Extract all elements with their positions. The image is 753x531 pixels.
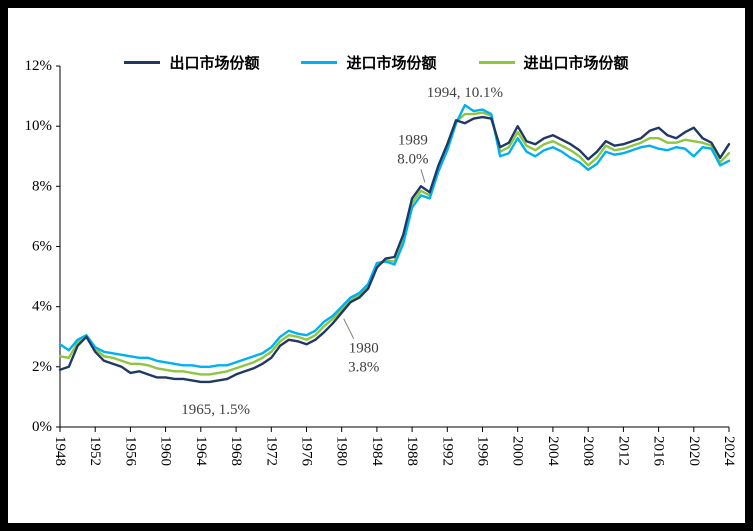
x-tick-label: 1988 — [404, 436, 420, 466]
legend-swatch-export — [124, 61, 161, 64]
y-tick-label: 4% — [32, 299, 52, 315]
x-tick-label: 1960 — [158, 436, 174, 466]
annotation-1989: 8.0% — [397, 151, 428, 167]
legend-label-export: 出口市场份额 — [169, 56, 260, 72]
chart-panel: 0% 2% 4% 6% 8% 10% 12% 1948 1952 1956 1960 1964 1968… — [8, 8, 745, 523]
x-tick-label: 1964 — [193, 436, 209, 467]
y-tick-label: 0% — [32, 419, 52, 435]
y-tick-label: 6% — [32, 239, 52, 255]
annotation-1980: 3.8% — [348, 360, 379, 376]
annotation-1989: 1989 — [398, 132, 428, 148]
x-tick-label: 1952 — [87, 436, 103, 466]
y-tick-label: 2% — [32, 359, 52, 375]
legend-label-total: 进出口市场份额 — [523, 56, 629, 72]
x-tick-label: 1976 — [299, 436, 315, 467]
annotation-leader-1989 — [420, 169, 426, 183]
x-tick-label: 1996 — [475, 436, 491, 467]
x-tick-label: 2012 — [615, 436, 631, 466]
legend-item-import: 进口市场份额 — [301, 52, 437, 73]
x-tick-label: 2020 — [686, 436, 702, 466]
x-tick-label: 1980 — [334, 436, 350, 466]
y-tick-label: 10% — [25, 118, 53, 134]
y-tick-label: 8% — [32, 178, 52, 194]
x-tick-label: 2016 — [651, 436, 667, 467]
chart-svg: 0% 2% 4% 6% 8% 10% 12% 1948 1952 1956 1960 1964 1968… — [25, 58, 738, 467]
annotation-leader-1980 — [343, 318, 355, 339]
x-tick-label: 1956 — [122, 436, 138, 467]
legend-swatch-total — [478, 61, 515, 64]
legend-swatch-import — [301, 61, 338, 64]
x-tick-label: 1948 — [52, 436, 68, 466]
y-tick-label: 12% — [25, 58, 53, 74]
annotation-1980: 1980 — [349, 341, 379, 357]
legend-label-import: 进口市场份额 — [346, 56, 437, 72]
x-tick-label: 2000 — [510, 436, 526, 466]
x-tick-label: 2024 — [721, 436, 737, 467]
chart-legend: 出口市场份额 进口市场份额 进出口市场份额 — [8, 52, 745, 73]
legend-item-export: 出口市场份额 — [124, 52, 259, 73]
x-tick-label: 2008 — [580, 436, 596, 466]
legend-item-total: 进出口市场份额 — [478, 52, 629, 73]
annotation-1994: 1994, 10.1% — [427, 85, 503, 101]
x-tick-label: 2004 — [545, 436, 561, 467]
x-tick-label: 1968 — [228, 436, 244, 466]
x-tick-label: 1984 — [369, 436, 385, 467]
series-line-export — [58, 115, 731, 384]
series-line-import — [58, 103, 731, 368]
x-tick-label: 1972 — [263, 436, 279, 466]
x-tick-label: 1992 — [439, 436, 455, 466]
annotation-1965: 1965, 1.5% — [181, 402, 250, 418]
